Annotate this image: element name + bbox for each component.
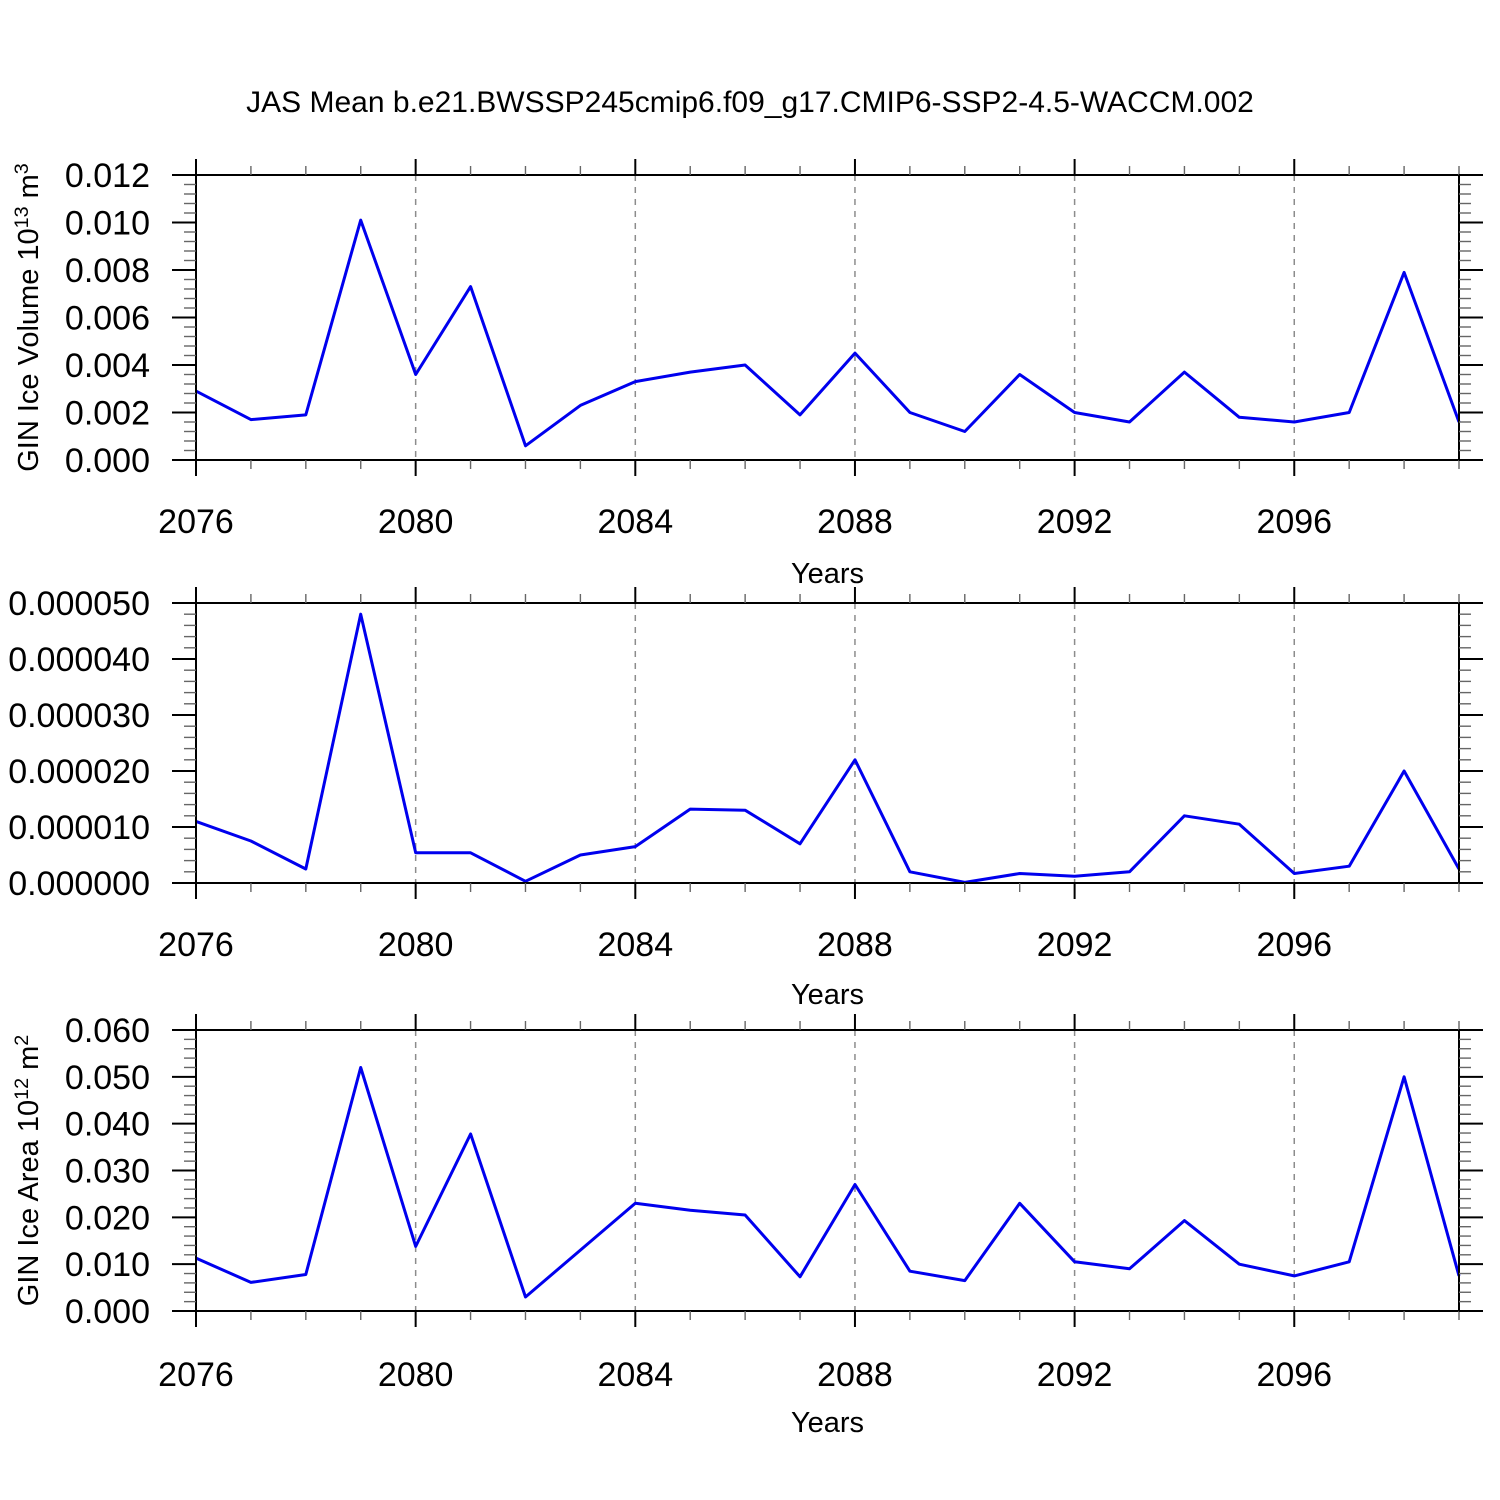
panel-2-y-tick-label: 0.000050 — [8, 585, 150, 623]
panel-3-y-tick-label: 0.010 — [65, 1246, 150, 1284]
panel-2: 0.000000 0.000010 0.000020 0.000030 0.000040… — [8, 585, 1483, 1011]
panel-3-x-tick-label: 2092 — [1037, 1356, 1113, 1394]
panel-1-y-tick-label: 0.004 — [65, 347, 150, 385]
panel-3-x-tick-label: 2076 — [158, 1356, 234, 1394]
panel-2-x-axis-title: Years — [791, 979, 864, 1011]
panel-2-y-tick-label: 0.000010 — [8, 809, 150, 847]
panel-1-x-tick-label: 2076 — [158, 503, 234, 541]
panel-3-series-line — [195, 1066, 1461, 1299]
panel-2-x-tick-label: 2084 — [597, 926, 673, 964]
panel-1-y-tick-label: 0.012 — [65, 157, 150, 195]
panel-3-y-tick-label: 0.030 — [65, 1153, 150, 1191]
panel-1-x-axis-title: Years — [791, 558, 864, 590]
panel-1-series-line — [195, 218, 1461, 448]
panel-2-y-tick-label: 0.000030 — [8, 697, 150, 735]
panel-2-x-tick-label: 2096 — [1256, 926, 1332, 964]
panel-3-y-axis-title: GIN Ice Area 1012 m2 — [11, 1035, 45, 1306]
panel-1-x-tick-label: 2088 — [817, 503, 893, 541]
panel-3-x-tick-label: 2088 — [817, 1356, 893, 1394]
panel-3-y-tick-label: 0.050 — [65, 1059, 150, 1097]
panel-2-frame — [195, 602, 1460, 884]
panel-1: 0.000 0.002 0.004 0.006 0.008 0.010 0.012 2076 2… — [11, 157, 1483, 590]
panel-1-y-tick-label: 0.000 — [65, 442, 150, 480]
panel-1-y-tick-label: 0.006 — [65, 300, 150, 338]
panel-3-x-tick-label: 2084 — [597, 1356, 673, 1394]
panel-2-series-line — [195, 612, 1461, 884]
panel-1-x-tick-label: 2092 — [1037, 503, 1113, 541]
panel-1-y-axis-title: GIN Ice Volume 1013 m3 — [11, 163, 45, 472]
panel-3-y-tick-label: 0.060 — [65, 1012, 150, 1050]
panel-1-frame — [195, 174, 1460, 461]
panel-2-y-tick-label: 0.000020 — [8, 753, 150, 791]
panel-3-y-tick-label: 0.020 — [65, 1199, 150, 1237]
panel-2-y-tick-label: 0.000040 — [8, 641, 150, 679]
panel-2-x-tick-label: 2080 — [378, 926, 454, 964]
panel-1-y-tick-label: 0.010 — [65, 205, 150, 243]
panel-3-y-tick-label: 0.000 — [65, 1293, 150, 1331]
panel-1-x-tick-label: 2080 — [378, 503, 454, 541]
panel-2-x-tick-label: 2076 — [158, 926, 234, 964]
panel-3: 0.000 0.010 0.020 0.030 0.040 0.050 0.060 2076 2… — [11, 1012, 1483, 1439]
panel-2-x-tick-label: 2088 — [817, 926, 893, 964]
panel-1-y-tick-label: 0.002 — [65, 395, 150, 433]
main-title: JAS Mean b.e21.BWSSP245cmip6.f09_g17.CMI… — [246, 86, 1254, 119]
panel-2-x-tick-label: 2092 — [1037, 926, 1113, 964]
panel-1-x-tick-label: 2084 — [597, 503, 673, 541]
panel-1-y-tick-label: 0.008 — [65, 252, 150, 290]
panel-1-x-tick-label: 2096 — [1256, 503, 1332, 541]
panel-3-x-tick-label: 2096 — [1256, 1356, 1332, 1394]
panel-3-frame — [195, 1029, 1460, 1312]
panel-3-x-axis-title: Years — [791, 1407, 864, 1439]
panel-2-y-tick-label: 0.000000 — [8, 865, 150, 903]
panel-3-y-tick-label: 0.040 — [65, 1106, 150, 1144]
panel-3-x-tick-label: 2080 — [378, 1356, 454, 1394]
